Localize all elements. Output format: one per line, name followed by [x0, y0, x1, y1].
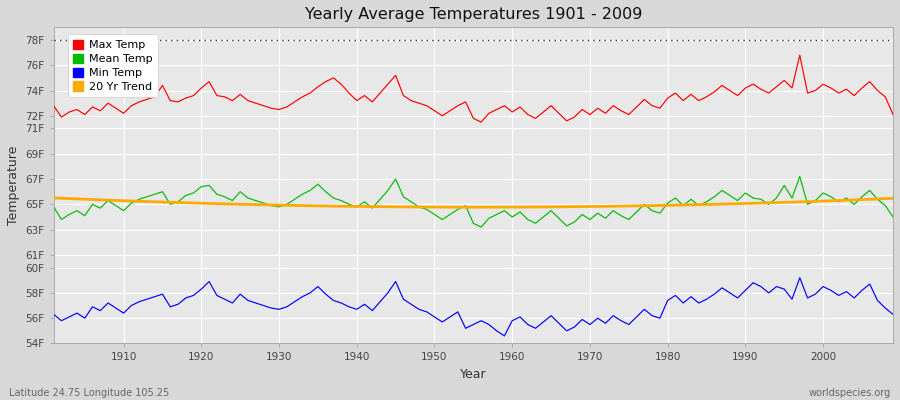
Y-axis label: Temperature: Temperature — [7, 146, 20, 225]
Text: Latitude 24.75 Longitude 105.25: Latitude 24.75 Longitude 105.25 — [9, 388, 169, 398]
Text: worldspecies.org: worldspecies.org — [809, 388, 891, 398]
Title: Yearly Average Temperatures 1901 - 2009: Yearly Average Temperatures 1901 - 2009 — [305, 7, 642, 22]
X-axis label: Year: Year — [460, 368, 487, 381]
Legend: Max Temp, Mean Temp, Min Temp, 20 Yr Trend: Max Temp, Mean Temp, Min Temp, 20 Yr Tre… — [68, 34, 158, 97]
